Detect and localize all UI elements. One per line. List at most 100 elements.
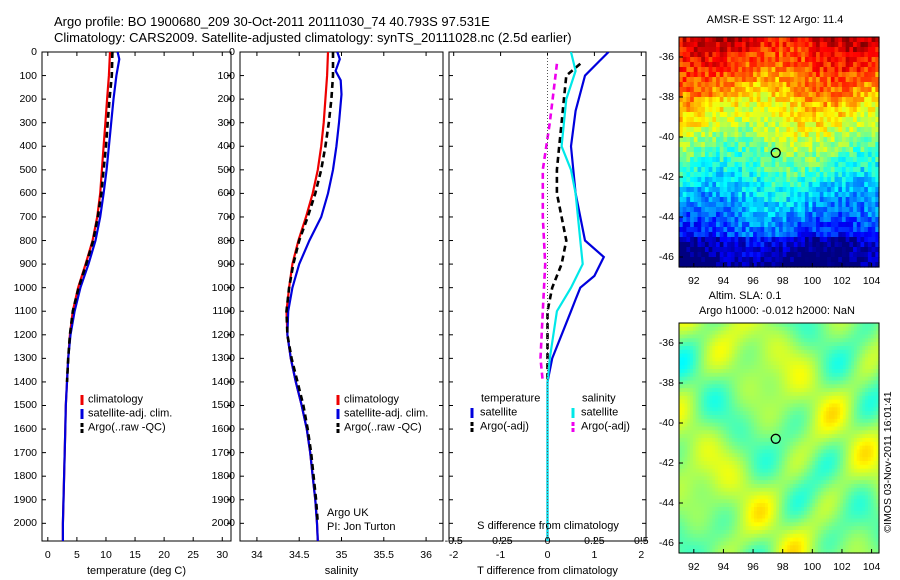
profile-panel-1 [41,51,232,542]
legend-entry: Argo(-adj) [581,420,630,433]
series-line-satellite [546,52,584,541]
x-tick-label: 35.5 [373,549,394,561]
map-y-tick-label: -42 [658,170,674,183]
map-x-tick-label: 98 [776,561,789,573]
argo-position-marker [770,433,781,444]
y-tick-label: 1500 [211,399,235,412]
map-x-tick-label: 94 [717,561,730,573]
map-y-tick-label: -36 [658,50,674,63]
y-tick-label: 700 [217,210,235,223]
timestamp-stamp: ©IMOS 03-Nov-2011 16:01:41 [881,391,894,533]
y-tick-label: 2000 [13,517,37,530]
map-y-tick-label: -40 [658,416,674,429]
legend-entry: satellite-adj. clim. [344,407,429,420]
map-y-tick-label: -42 [658,456,674,469]
x-tick-label: 30 [216,549,229,561]
plot-frame [41,51,232,542]
sla-map-title: Altim. SLA: 0.1 [708,290,782,302]
map-x-tick-label: 98 [776,275,789,287]
map-y-tick-label: -46 [658,536,674,549]
map-frame [678,36,880,268]
map-y-tick-label: -44 [658,496,674,509]
x-tick-label: -2 [449,549,459,561]
series-line-satellite-adj-clim- [61,52,121,541]
y-tick-label: 100 [217,69,235,82]
sst-map-title: AMSR-E SST: 12 Argo: 11.4 [706,14,844,26]
series-line-argo-raw-qc- [285,52,335,524]
map-y-tick-label: -38 [658,376,674,389]
legend-entry: Argo(-adj) [480,420,529,433]
map-x-tick-label: 100 [803,561,822,573]
x-tick-label: -1 [495,549,506,561]
y-tick-label: 1400 [211,375,235,388]
y-tick-label: 500 [19,163,37,176]
y-tick-label: 1400 [13,375,37,388]
y-tick-label: 1800 [211,469,235,482]
sst-map [678,36,880,268]
figure-title-line-2: Climatology: CARS2009. Satellite-adjuste… [54,30,572,45]
map-y-tick-label: -38 [658,90,674,103]
legend-entry: satellite [480,406,518,419]
secondary-x-tick-label: 0 [544,535,551,547]
map-y-tick-label: -40 [658,130,674,143]
profile-panel-3 [448,51,647,542]
x-tick-label: 10 [100,549,112,561]
y-tick-label: 800 [19,234,37,247]
sla-map-subtitle: Argo h1000: -0.012 h2000: NaN [699,305,855,317]
map-x-tick-label: 104 [862,275,881,287]
y-tick-label: 200 [217,92,235,105]
y-tick-label: 1600 [13,422,37,435]
x-tick-label: 34 [251,549,263,561]
map-x-tick-label: 102 [833,561,851,573]
map-x-tick-label: 92 [687,561,700,573]
y-tick-label: 200 [19,92,37,105]
y-tick-label: 1000 [13,281,37,294]
sla-map [678,322,880,554]
secondary-x-axis-label: S difference from climatology [477,520,619,532]
map-x-tick-label: 104 [862,561,881,573]
map-x-tick-label: 94 [717,275,730,287]
secondary-x-tick-label: -0.5 [444,535,463,547]
x-tick-label: 5 [73,549,80,561]
map-y-tick-label: -36 [658,336,674,349]
y-tick-label: 400 [217,140,235,152]
legend-entry: satellite [581,406,619,419]
profile-panel-2 [239,51,444,542]
y-tick-label: 1700 [211,446,235,459]
y-tick-label: 100 [19,69,37,82]
map-x-tick-label: 100 [803,275,822,287]
legend-entry: climatology [88,393,144,406]
y-tick-label: 900 [217,257,235,270]
y-tick-label: 1100 [14,304,37,317]
legend-heading-temperature: temperature [481,392,541,405]
map-x-tick-label: 96 [747,561,759,573]
x-axis-label: salinity [324,565,359,577]
map-x-tick-label: 92 [687,275,700,287]
x-tick-label: 15 [129,549,141,561]
y-tick-label: 0 [31,45,37,58]
y-tick-label: 600 [19,187,37,200]
series-line-satellite [546,52,610,541]
x-tick-label: 36 [420,549,432,561]
legend-heading-salinity: salinity [582,392,616,405]
y-tick-label: 2000 [211,517,235,530]
y-tick-label: 300 [19,116,37,129]
x-tick-label: 2 [638,549,645,561]
x-axis-label: temperature (deg C) [86,565,187,577]
legend-entry: Argo(..raw -QC) [88,421,166,434]
x-tick-label: 35 [335,549,348,561]
y-tick-label: 1100 [212,304,235,317]
y-tick-label: 1200 [211,328,235,341]
x-tick-label: 0 [44,549,51,561]
y-tick-label: 700 [19,210,37,223]
map-y-tick-label: -46 [658,250,674,263]
y-tick-label: 1900 [211,493,235,506]
series-line-argo-adj- [546,62,582,382]
y-tick-label: 1900 [13,493,37,506]
y-tick-label: 1000 [211,281,235,294]
x-axis-label: T difference from climatology [477,565,618,577]
argo-position-marker [770,147,781,158]
y-tick-label: 1800 [13,469,37,482]
y-tick-label: 600 [217,187,235,200]
x-tick-label: 25 [187,549,200,561]
